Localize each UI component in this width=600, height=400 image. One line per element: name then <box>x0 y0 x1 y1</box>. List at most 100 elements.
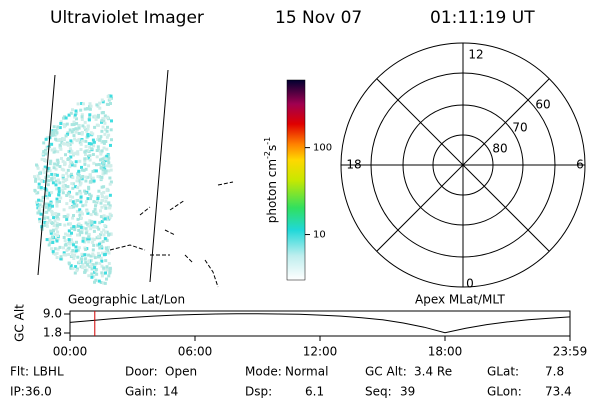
pixel <box>43 220 47 224</box>
pixel <box>83 265 87 269</box>
pixel <box>65 215 69 219</box>
pixel <box>79 142 83 146</box>
pixel <box>106 103 110 106</box>
pixel <box>107 156 111 160</box>
pixel <box>44 159 48 163</box>
pixel <box>87 224 91 228</box>
info-label: Flt: <box>10 365 29 379</box>
pixel <box>91 138 95 142</box>
pixel <box>56 247 60 251</box>
pixel <box>75 179 79 183</box>
pixel <box>109 164 113 168</box>
pixel <box>54 167 58 171</box>
pixel <box>55 202 59 206</box>
pixel <box>69 155 73 159</box>
pixel <box>45 178 49 182</box>
pixel <box>71 176 75 180</box>
pixel <box>68 195 72 199</box>
pixel <box>63 163 66 167</box>
info-value: 73.4 <box>545 385 572 399</box>
pixel <box>71 108 74 112</box>
pixel <box>62 116 65 120</box>
pixel <box>74 160 78 164</box>
pixel <box>104 169 108 173</box>
pixel <box>42 158 46 162</box>
pixel <box>84 200 88 204</box>
pixel <box>37 182 41 186</box>
pixel <box>48 219 52 223</box>
pixel <box>61 188 65 192</box>
alt-right-label: Apex MLat/MLT <box>415 293 505 307</box>
pixel <box>88 145 92 149</box>
pixel <box>68 165 72 169</box>
pixel <box>90 267 94 271</box>
pixel <box>75 267 79 271</box>
pixel <box>100 175 104 179</box>
pixel <box>47 208 51 212</box>
pixel <box>95 213 99 217</box>
pixel <box>51 204 54 208</box>
pixel <box>53 176 57 180</box>
pixel <box>57 139 61 142</box>
pixel <box>71 195 75 199</box>
pixel <box>54 137 58 141</box>
pixel <box>99 166 103 170</box>
info-value: 39 <box>400 385 415 399</box>
meridian <box>149 69 169 283</box>
pixel <box>53 162 57 166</box>
pixel <box>97 189 101 193</box>
pixel <box>104 128 108 132</box>
pixel <box>91 248 95 252</box>
pixel <box>61 180 65 184</box>
pixel <box>66 191 70 195</box>
y-tick-label: 1.8 <box>43 326 62 340</box>
pixel <box>65 171 69 175</box>
pixel <box>105 247 109 251</box>
pixel <box>81 102 85 106</box>
pixel <box>84 179 88 183</box>
pixel <box>57 212 61 216</box>
pixel <box>53 252 57 256</box>
pixel <box>101 125 105 129</box>
pixel <box>74 265 78 269</box>
pixel <box>99 201 103 205</box>
pixel <box>86 197 90 201</box>
pixel <box>80 115 84 119</box>
pixel <box>93 169 97 173</box>
pixel <box>72 257 76 260</box>
pixel <box>108 176 112 180</box>
pixel <box>72 128 76 132</box>
pixel <box>104 250 108 254</box>
pixel <box>50 191 54 194</box>
pixel <box>46 216 50 220</box>
pixel <box>103 237 107 241</box>
pixel <box>69 111 73 115</box>
pixel <box>110 119 113 123</box>
pixel <box>76 199 80 202</box>
pixel <box>109 102 112 105</box>
pixel <box>51 250 55 254</box>
pixel <box>55 215 59 219</box>
pixel <box>35 200 38 204</box>
pixel <box>69 199 72 203</box>
pixel <box>35 163 38 167</box>
pixel <box>77 229 81 232</box>
pixel <box>95 155 99 159</box>
pixel <box>86 127 90 131</box>
pixel <box>102 146 106 150</box>
pixel <box>96 199 99 202</box>
pixel <box>51 241 55 244</box>
pixel <box>109 180 113 184</box>
pixel <box>86 133 90 136</box>
label-part: -1 <box>263 137 272 145</box>
pixel <box>48 241 52 245</box>
pixel <box>102 117 106 121</box>
pixel <box>87 118 91 122</box>
pixel <box>87 259 91 263</box>
title: Ultraviolet Imager <box>50 8 204 28</box>
pixel <box>73 271 77 275</box>
pixel <box>62 236 66 239</box>
pixel <box>68 206 72 210</box>
pixel <box>40 199 43 203</box>
pixel <box>74 245 78 249</box>
